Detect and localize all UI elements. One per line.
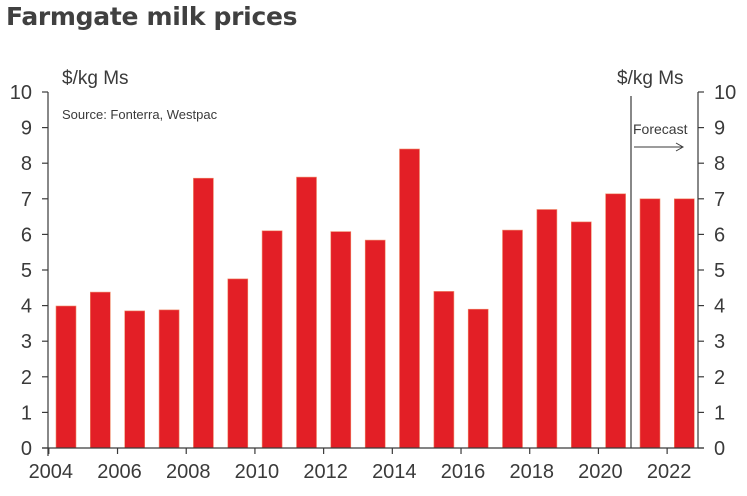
bar-2011 bbox=[296, 176, 317, 449]
right-ytick-label-1: 1 bbox=[714, 402, 725, 424]
left-ytick-label-8: 8 bbox=[21, 153, 32, 175]
bar-2008 bbox=[193, 177, 214, 449]
bar-2022 bbox=[673, 198, 695, 449]
axes-group: 0 0 1 1 2 2 3 3 4 4 5 5 6 6 7 7 8 8 9 9 10 10 2004 2006 2008 2010… bbox=[10, 82, 737, 483]
xtick-label-2006: 2006 bbox=[97, 461, 142, 483]
bar-2005 bbox=[90, 291, 111, 449]
bar-2006 bbox=[124, 310, 145, 449]
forecast-arrow-icon bbox=[634, 142, 685, 152]
bar-2010 bbox=[261, 230, 283, 449]
right-ytick-label-0: 0 bbox=[714, 438, 725, 460]
chart-title: Farmgate milk prices bbox=[6, 2, 298, 31]
xtick-label-2018: 2018 bbox=[509, 461, 554, 483]
xtick-label-2012: 2012 bbox=[303, 461, 348, 483]
right-axis-unit-label: $/kg Ms bbox=[617, 68, 684, 89]
right-ytick-label-10: 10 bbox=[714, 82, 736, 104]
right-ytick-label-2: 2 bbox=[714, 367, 725, 389]
xtick-label-2010: 2010 bbox=[235, 461, 280, 483]
left-ytick-label-5: 5 bbox=[21, 260, 32, 282]
bar-2018 bbox=[536, 209, 558, 449]
left-ytick-label-10: 10 bbox=[10, 82, 32, 104]
bar-2017 bbox=[502, 229, 523, 449]
xtick-label-2008: 2008 bbox=[166, 461, 211, 483]
left-ytick-label-0: 0 bbox=[21, 438, 32, 460]
left-ytick-label-6: 6 bbox=[21, 224, 32, 246]
bar-2009 bbox=[227, 278, 249, 449]
left-ytick-label-3: 3 bbox=[21, 331, 32, 353]
bar-2015 bbox=[433, 291, 455, 449]
bars-group bbox=[55, 148, 695, 449]
right-ytick-label-4: 4 bbox=[714, 296, 725, 318]
xtick-label-2014: 2014 bbox=[372, 461, 417, 483]
bar-2013 bbox=[364, 239, 386, 449]
bar-2007 bbox=[158, 309, 180, 449]
forecast-label: Forecast bbox=[633, 121, 688, 137]
left-ytick-label-1: 1 bbox=[21, 402, 32, 424]
bar-2021 bbox=[639, 198, 661, 449]
left-axis-unit-label: $/kg Ms bbox=[62, 68, 129, 89]
right-ytick-label-7: 7 bbox=[714, 189, 725, 211]
right-ytick-label-3: 3 bbox=[714, 331, 725, 353]
left-ytick-label-2: 2 bbox=[21, 367, 32, 389]
xtick-label-2020: 2020 bbox=[578, 461, 623, 483]
right-ytick-label-6: 6 bbox=[714, 224, 725, 246]
xtick-label-2004: 2004 bbox=[29, 461, 74, 483]
bar-2020 bbox=[605, 193, 626, 449]
right-ytick-label-8: 8 bbox=[714, 153, 725, 175]
bar-2014 bbox=[399, 148, 420, 449]
left-ytick-label-4: 4 bbox=[21, 296, 32, 318]
bar-2016 bbox=[467, 308, 489, 449]
left-ytick-label-9: 9 bbox=[21, 118, 32, 140]
xtick-label-2022: 2022 bbox=[647, 461, 692, 483]
right-ytick-label-5: 5 bbox=[714, 260, 725, 282]
xtick-label-2016: 2016 bbox=[441, 461, 486, 483]
bar-2004 bbox=[55, 305, 77, 449]
right-ytick-label-9: 9 bbox=[714, 118, 725, 140]
bar-2019 bbox=[570, 221, 592, 449]
source-note: Source: Fonterra, Westpac bbox=[62, 107, 218, 122]
bar-2012 bbox=[330, 231, 352, 449]
left-ytick-label-7: 7 bbox=[21, 189, 32, 211]
